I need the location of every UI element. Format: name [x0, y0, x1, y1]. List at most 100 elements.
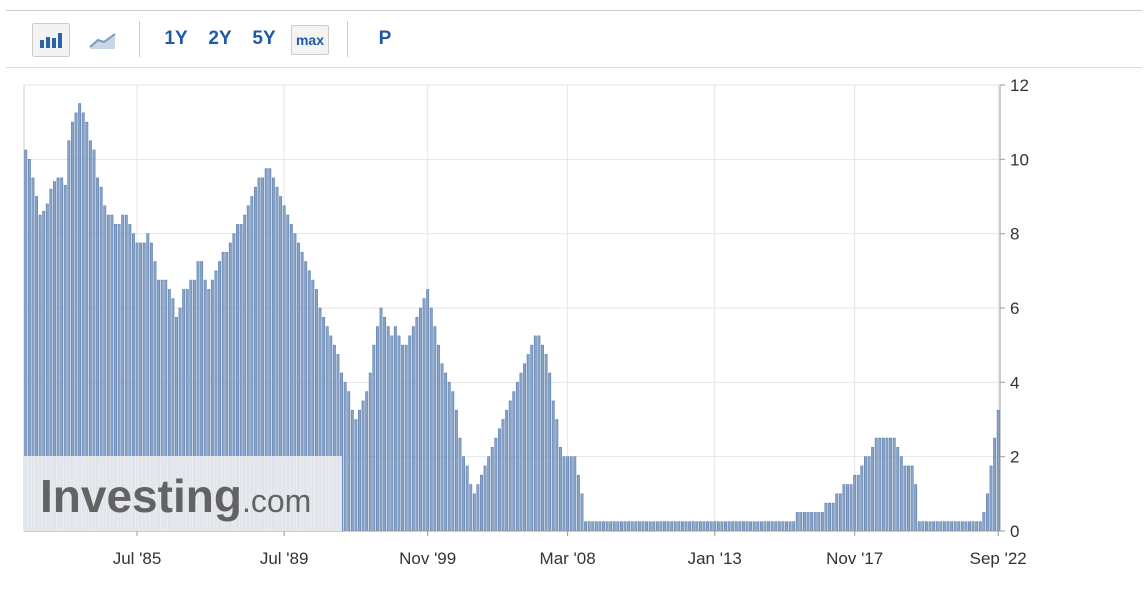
bar — [637, 521, 641, 532]
bar — [846, 484, 849, 532]
bar — [634, 521, 638, 532]
bar — [487, 456, 491, 532]
bar — [831, 502, 835, 532]
bar — [867, 456, 871, 532]
bar — [609, 521, 613, 532]
bar — [799, 512, 803, 532]
bar — [480, 474, 483, 532]
bar — [684, 521, 688, 532]
x-tick-label: Nov '99 — [399, 549, 456, 568]
bar — [677, 521, 681, 532]
bar — [924, 521, 928, 532]
bar — [928, 521, 932, 532]
bar — [838, 493, 842, 532]
bar — [996, 409, 1000, 532]
bar — [526, 354, 530, 532]
bar — [436, 344, 440, 532]
bar — [566, 456, 570, 532]
bar — [447, 382, 451, 532]
x-tick-label: Jul '85 — [113, 549, 162, 568]
bar — [551, 400, 555, 532]
bar — [968, 521, 971, 532]
line-chart-button[interactable] — [84, 23, 122, 57]
bar — [989, 465, 993, 532]
bar — [462, 456, 466, 532]
bar — [576, 474, 580, 532]
bar — [472, 493, 476, 532]
y-tick-label: 6 — [1010, 299, 1019, 318]
bar — [591, 521, 595, 532]
range-button[interactable]: 5Y — [252, 28, 276, 49]
bar — [756, 521, 760, 532]
bar — [375, 326, 379, 532]
bar — [957, 521, 961, 532]
bar — [842, 484, 846, 532]
bar — [512, 391, 516, 532]
bar — [483, 465, 487, 532]
bar — [573, 456, 577, 532]
bar — [444, 372, 448, 532]
bar — [494, 437, 498, 532]
bar — [533, 335, 537, 532]
bar — [655, 521, 659, 532]
bar — [964, 521, 968, 532]
bar — [358, 409, 361, 532]
watermark-bg — [24, 456, 342, 531]
bar — [878, 437, 882, 532]
y-tick-label: 4 — [1010, 373, 1019, 392]
bar — [458, 437, 462, 532]
bar — [881, 437, 885, 532]
bar — [469, 484, 473, 532]
bar — [580, 493, 584, 532]
range-button[interactable]: P — [378, 28, 392, 49]
bar — [519, 372, 523, 532]
bar-chart-button[interactable] — [32, 23, 70, 57]
bar — [856, 474, 860, 532]
bar — [354, 419, 358, 532]
bar — [795, 512, 799, 532]
range-button[interactable]: 1Y — [164, 28, 188, 49]
y-tick-label: 10 — [1010, 150, 1029, 169]
bar — [379, 307, 383, 532]
bar — [411, 326, 415, 532]
bar — [623, 521, 627, 532]
toolbar: 1Y 2Y 5Y max P — [6, 11, 1142, 68]
bar — [720, 521, 724, 532]
bar — [863, 456, 867, 532]
bar — [673, 521, 677, 532]
bar — [824, 502, 828, 532]
bar — [745, 521, 749, 532]
bar — [709, 521, 713, 532]
bar — [774, 521, 778, 532]
watermark-suffix: .com — [242, 483, 311, 519]
bar — [828, 502, 832, 532]
bar — [849, 484, 853, 532]
chart-widget: 1Y 2Y 5Y max P — [6, 10, 1142, 589]
bar — [645, 521, 649, 532]
bar — [759, 521, 763, 532]
y-tick-label: 12 — [1010, 76, 1029, 95]
bar — [960, 521, 964, 532]
bar — [386, 326, 390, 532]
bar — [917, 521, 921, 532]
bar — [702, 521, 706, 532]
bar — [820, 512, 824, 532]
bar — [641, 521, 645, 532]
bar — [451, 391, 455, 532]
watermark-brand: Investing — [40, 470, 242, 522]
range-button[interactable]: 2Y — [208, 28, 232, 49]
x-tick-label: Jan '13 — [688, 549, 742, 568]
bar — [490, 447, 494, 532]
bar — [404, 344, 408, 532]
bar — [558, 447, 562, 532]
bar — [885, 437, 889, 532]
bar — [724, 521, 727, 532]
range-button[interactable]: max — [291, 25, 329, 55]
bar — [802, 512, 806, 532]
bar — [752, 521, 756, 532]
bar — [541, 344, 544, 532]
bar — [788, 521, 792, 532]
bar — [368, 372, 372, 532]
bar — [727, 521, 731, 532]
